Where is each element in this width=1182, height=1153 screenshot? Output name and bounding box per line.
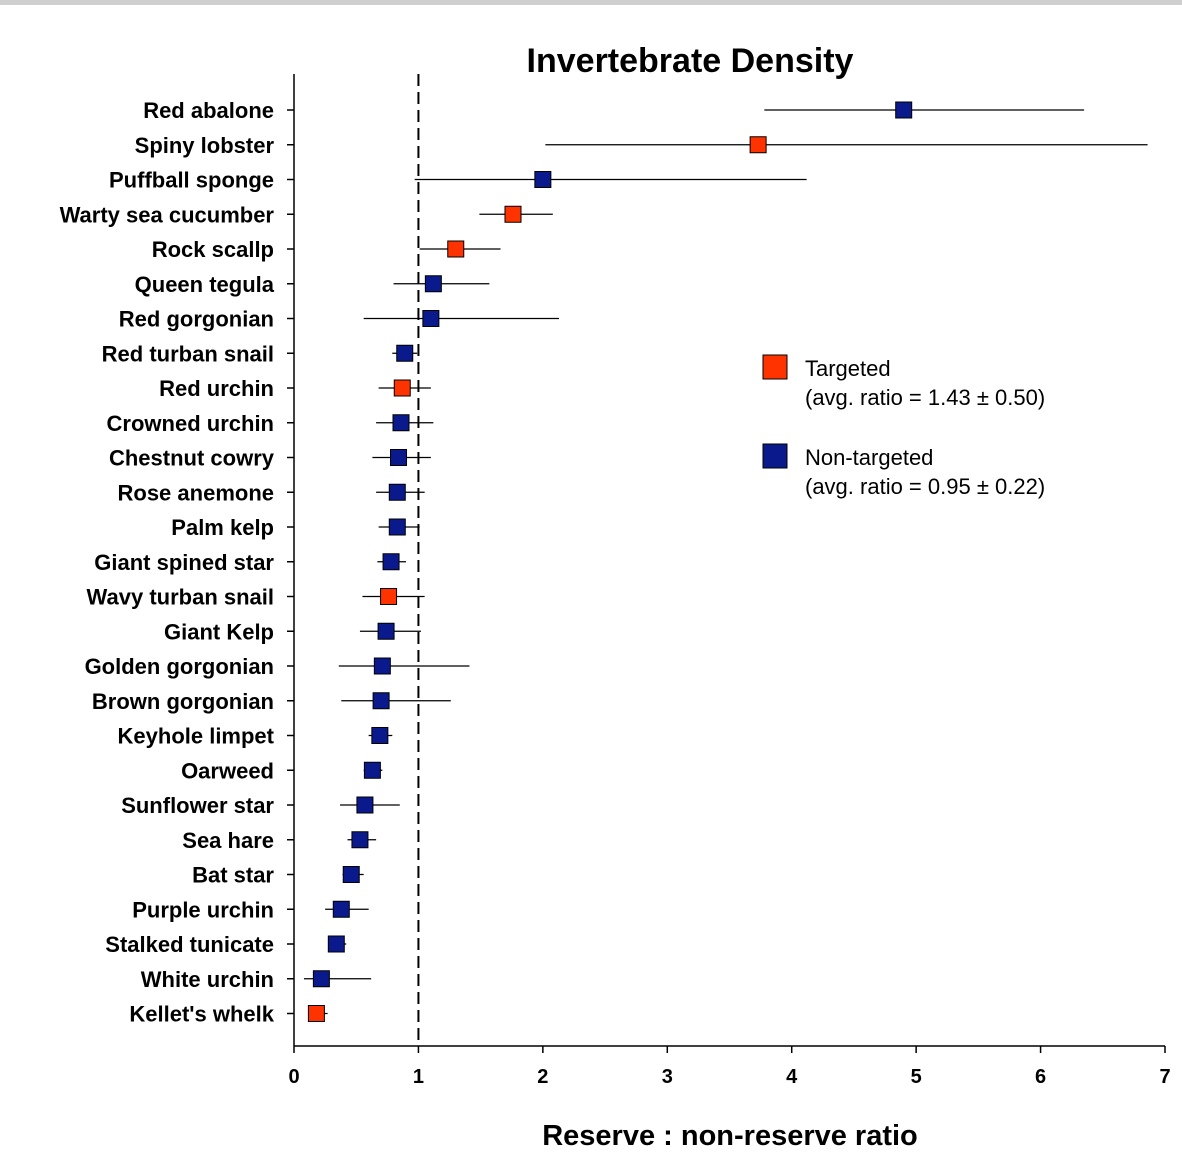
category-label: Red urchin <box>159 376 274 401</box>
category-label: Stalked tunicate <box>105 932 274 957</box>
category-label: Bat star <box>192 863 274 888</box>
category-label: Warty sea cucumber <box>60 202 275 227</box>
chart-title: Invertebrate Density <box>527 42 854 80</box>
data-point <box>895 101 913 119</box>
category-label: Palm kelp <box>171 515 274 540</box>
legend-swatch-non-targeted <box>762 443 788 469</box>
category-label: Sea hare <box>182 828 274 853</box>
x-tick-label: 1 <box>413 1066 424 1088</box>
category-label: Puffball sponge <box>109 168 274 193</box>
category-label: Purple urchin <box>132 897 274 922</box>
data-point <box>356 796 374 814</box>
legend-swatch-targeted <box>762 354 788 380</box>
x-tick-label: 0 <box>288 1066 299 1088</box>
data-point <box>424 275 442 293</box>
category-label: Chestnut cowry <box>109 446 275 471</box>
data-point <box>392 414 410 432</box>
category-label: Rock scallp <box>152 237 274 262</box>
category-label: Queen tegula <box>135 272 275 297</box>
category-label: Brown gorgonian <box>92 689 274 714</box>
data-point <box>307 1005 325 1022</box>
x-tick-label: 2 <box>537 1066 548 1088</box>
x-tick-label: 6 <box>1035 1066 1046 1088</box>
data-point <box>388 518 406 536</box>
data-point <box>373 657 391 675</box>
category-label: Red gorgonian <box>119 307 274 332</box>
data-point <box>351 831 369 849</box>
data-point <box>342 866 360 883</box>
category-label: Keyhole limpet <box>118 724 275 749</box>
category-label: Spiny lobster <box>135 133 275 158</box>
data-point <box>504 205 522 223</box>
category-label: Kellet's whelk <box>129 1002 274 1027</box>
x-tick-label: 3 <box>662 1066 673 1088</box>
data-point <box>534 171 552 188</box>
top-border <box>0 0 1182 5</box>
data-point <box>422 310 440 327</box>
data-point <box>749 136 767 154</box>
category-label: Golden gorgonian <box>85 654 274 679</box>
x-tick-label: 7 <box>1159 1066 1170 1088</box>
category-label: Giant Kelp <box>164 619 274 644</box>
category-label: Crowned urchin <box>107 411 274 436</box>
category-label: Wavy turban snail <box>87 585 274 610</box>
legend-label-targeted: Targeted <box>805 356 891 381</box>
category-label: Red turban snail <box>102 341 274 366</box>
legend: Targeted (avg. ratio = 1.43 ± 0.50) Non-… <box>762 354 1045 499</box>
data-point <box>377 622 395 640</box>
legend-note-non-targeted: (avg. ratio = 0.95 ± 0.22) <box>805 474 1045 499</box>
x-tick-label: 5 <box>911 1066 922 1088</box>
x-tick-label: 4 <box>786 1066 798 1088</box>
category-label: Sunflower star <box>121 793 274 818</box>
data-point <box>327 935 345 953</box>
data-point <box>380 588 398 605</box>
data-point <box>393 379 411 397</box>
category-label: Giant spined star <box>94 550 274 575</box>
legend-label-non-targeted: Non-targeted <box>805 445 933 470</box>
data-point <box>332 900 350 918</box>
category-label: Rose anemone <box>118 480 275 505</box>
data-point <box>372 692 390 710</box>
data-point <box>371 727 389 744</box>
data-point <box>382 553 400 571</box>
data-point <box>388 483 406 501</box>
data-point <box>396 344 414 362</box>
data-point <box>363 761 381 779</box>
legend-note-targeted: (avg. ratio = 1.43 ± 0.50) <box>805 385 1045 410</box>
data-point <box>390 449 408 466</box>
data-point <box>447 240 465 258</box>
category-label: White urchin <box>141 967 274 992</box>
x-axis-label: Reserve : non-reserve ratio <box>542 1120 918 1152</box>
category-label: Red abalone <box>143 98 274 123</box>
data-point <box>312 970 330 988</box>
category-label: Oarweed <box>181 758 274 783</box>
